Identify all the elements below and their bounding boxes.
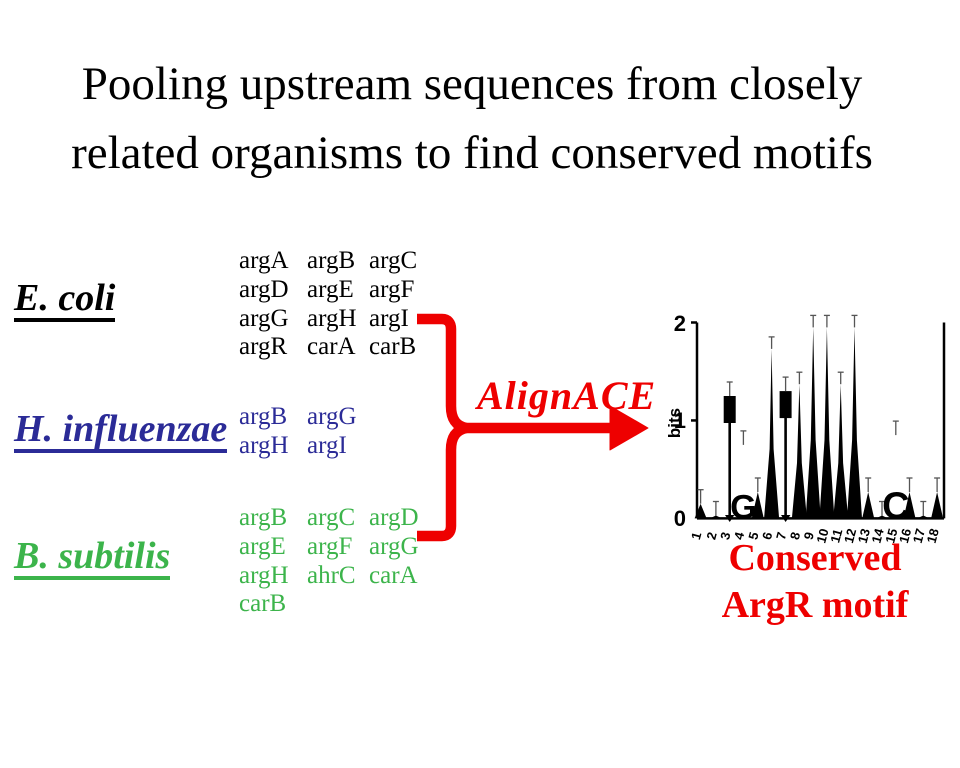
- svg-text:bits: bits: [665, 408, 684, 438]
- svg-text:C: C: [882, 485, 909, 527]
- svg-text:2: 2: [674, 311, 686, 336]
- svg-text:G: G: [730, 488, 756, 526]
- svg-text:0: 0: [674, 506, 686, 531]
